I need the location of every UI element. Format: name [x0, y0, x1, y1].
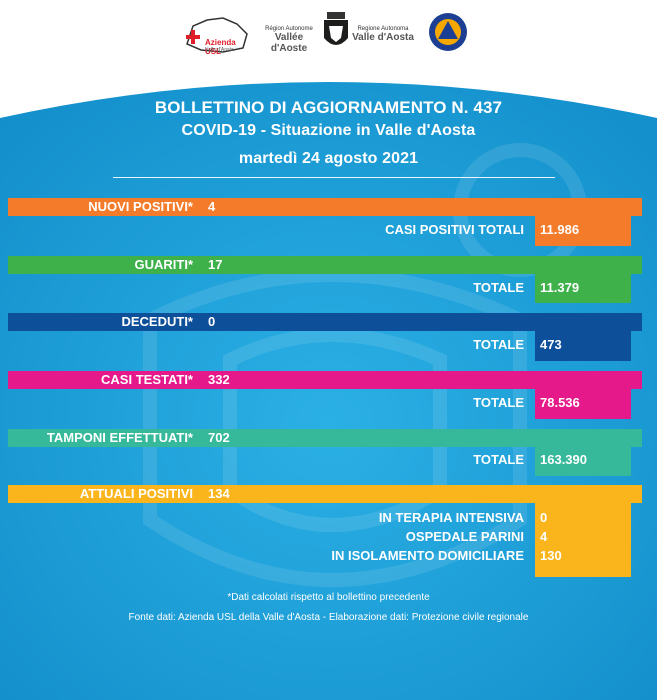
nuovi-value-box: 4 — [204, 198, 298, 216]
tamponi-total-box — [535, 429, 631, 476]
bulletin-title: BOLLETTINO DI AGGIORNAMENTO N. 437 — [154, 98, 503, 117]
ospedale-parini-value: 4 — [540, 529, 548, 544]
attuali-value: 134 — [208, 486, 230, 501]
guariti-total-box — [535, 256, 631, 303]
footnote: *Dati calcolati rispetto al bollettino p… — [227, 592, 430, 603]
guariti-value: 17 — [208, 257, 223, 272]
guariti-label-box: GUARITI* — [8, 256, 204, 274]
terapia-intensiva-value: 0 — [540, 510, 548, 525]
attuali-label: ATTUALI POSITIVI — [79, 486, 193, 501]
bulletin-date: martedì 24 agosto 2021 — [238, 150, 419, 167]
nuovi-label-box: NUOVI POSITIVI* — [8, 198, 204, 216]
guariti-total-label: TOTALE — [473, 280, 524, 295]
guariti-total-value: 11.379 — [540, 280, 580, 295]
nuovi-total-label: CASI POSITIVI TOTALI — [385, 222, 524, 237]
testati-value: 332 — [208, 372, 230, 387]
deceduti-total-value: 473 — [540, 337, 562, 352]
usl-logo-subtext: Valle d'Aosta — [205, 47, 234, 53]
header-logos: Azienda USL Valle d'Aosta Région Autonom… — [0, 0, 657, 72]
deceduti-value: 0 — [208, 314, 216, 329]
region-logo-fr: Région Autonome Vallée d'Aoste — [258, 26, 320, 54]
nuovi-value: 4 — [208, 199, 216, 214]
tamponi-value: 702 — [208, 430, 230, 445]
attuali-value-box: 134 — [204, 485, 298, 503]
region-big-text-it: Valle d'Aosta — [352, 32, 414, 43]
deceduti-total-label: TOTALE — [473, 337, 524, 352]
region-big-text: Vallée d'Aoste — [270, 32, 308, 54]
isolamento-domiciliare-value: 130 — [540, 548, 562, 563]
coat-of-arms-icon — [322, 12, 350, 52]
deceduti-total-box — [535, 313, 631, 361]
region-logo-it: Regione Autonoma Valle d'Aosta — [352, 26, 414, 46]
nuovi-label: NUOVI POSITIVI* — [88, 199, 193, 214]
tamponi-total-value: 163.390 — [540, 452, 587, 467]
tamponi-label-box: TAMPONI EFFETTUATI* — [8, 429, 204, 447]
usl-logo: Azienda USL Valle d'Aosta — [183, 14, 253, 56]
tamponi-label: TAMPONI EFFETTUATI* — [46, 430, 193, 445]
deceduti-value-box: 0 — [204, 313, 298, 331]
testati-label-box: CASI TESTATI* — [8, 371, 204, 389]
region-small-text-it: Regione Autonoma — [357, 26, 409, 32]
usl-map-icon — [186, 17, 248, 53]
tamponi-value-box: 702 — [204, 429, 298, 447]
nuovi-total-box — [535, 198, 631, 246]
tamponi-total-label: TOTALE — [473, 452, 524, 467]
testati-label: CASI TESTATI* — [101, 372, 193, 387]
civil-protection-icon — [428, 12, 468, 52]
deceduti-label-box: DECEDUTI* — [8, 313, 204, 331]
testati-total-value: 78.536 — [540, 395, 580, 410]
ospedale-parini-label: OSPEDALE PARINI — [405, 529, 524, 544]
nuovi-total-value: 11.986 — [540, 222, 580, 237]
title-divider — [113, 177, 555, 178]
deceduti-label: DECEDUTI* — [121, 314, 193, 329]
source-note: Fonte dati: Azienda USL della Valle d'Ao… — [128, 612, 529, 623]
isolamento-domiciliare-label: IN ISOLAMENTO DOMICILIARE — [331, 548, 524, 563]
guariti-label: GUARITI* — [134, 257, 194, 272]
guariti-value-box: 17 — [204, 256, 298, 274]
testati-value-box: 332 — [204, 371, 298, 389]
testati-total-box — [535, 371, 631, 419]
region-small-text: Région Autonome — [265, 26, 313, 32]
terapia-intensiva-label: IN TERAPIA INTENSIVA — [378, 510, 524, 525]
usl-logo-text: Azienda USL — [205, 38, 236, 56]
testati-total-label: TOTALE — [473, 395, 524, 410]
attuali-details-box — [535, 485, 631, 577]
attuali-label-box: ATTUALI POSITIVI — [8, 485, 204, 503]
bulletin-subtitle: COVID-19 - Situazione in Valle d'Aosta — [181, 122, 476, 139]
